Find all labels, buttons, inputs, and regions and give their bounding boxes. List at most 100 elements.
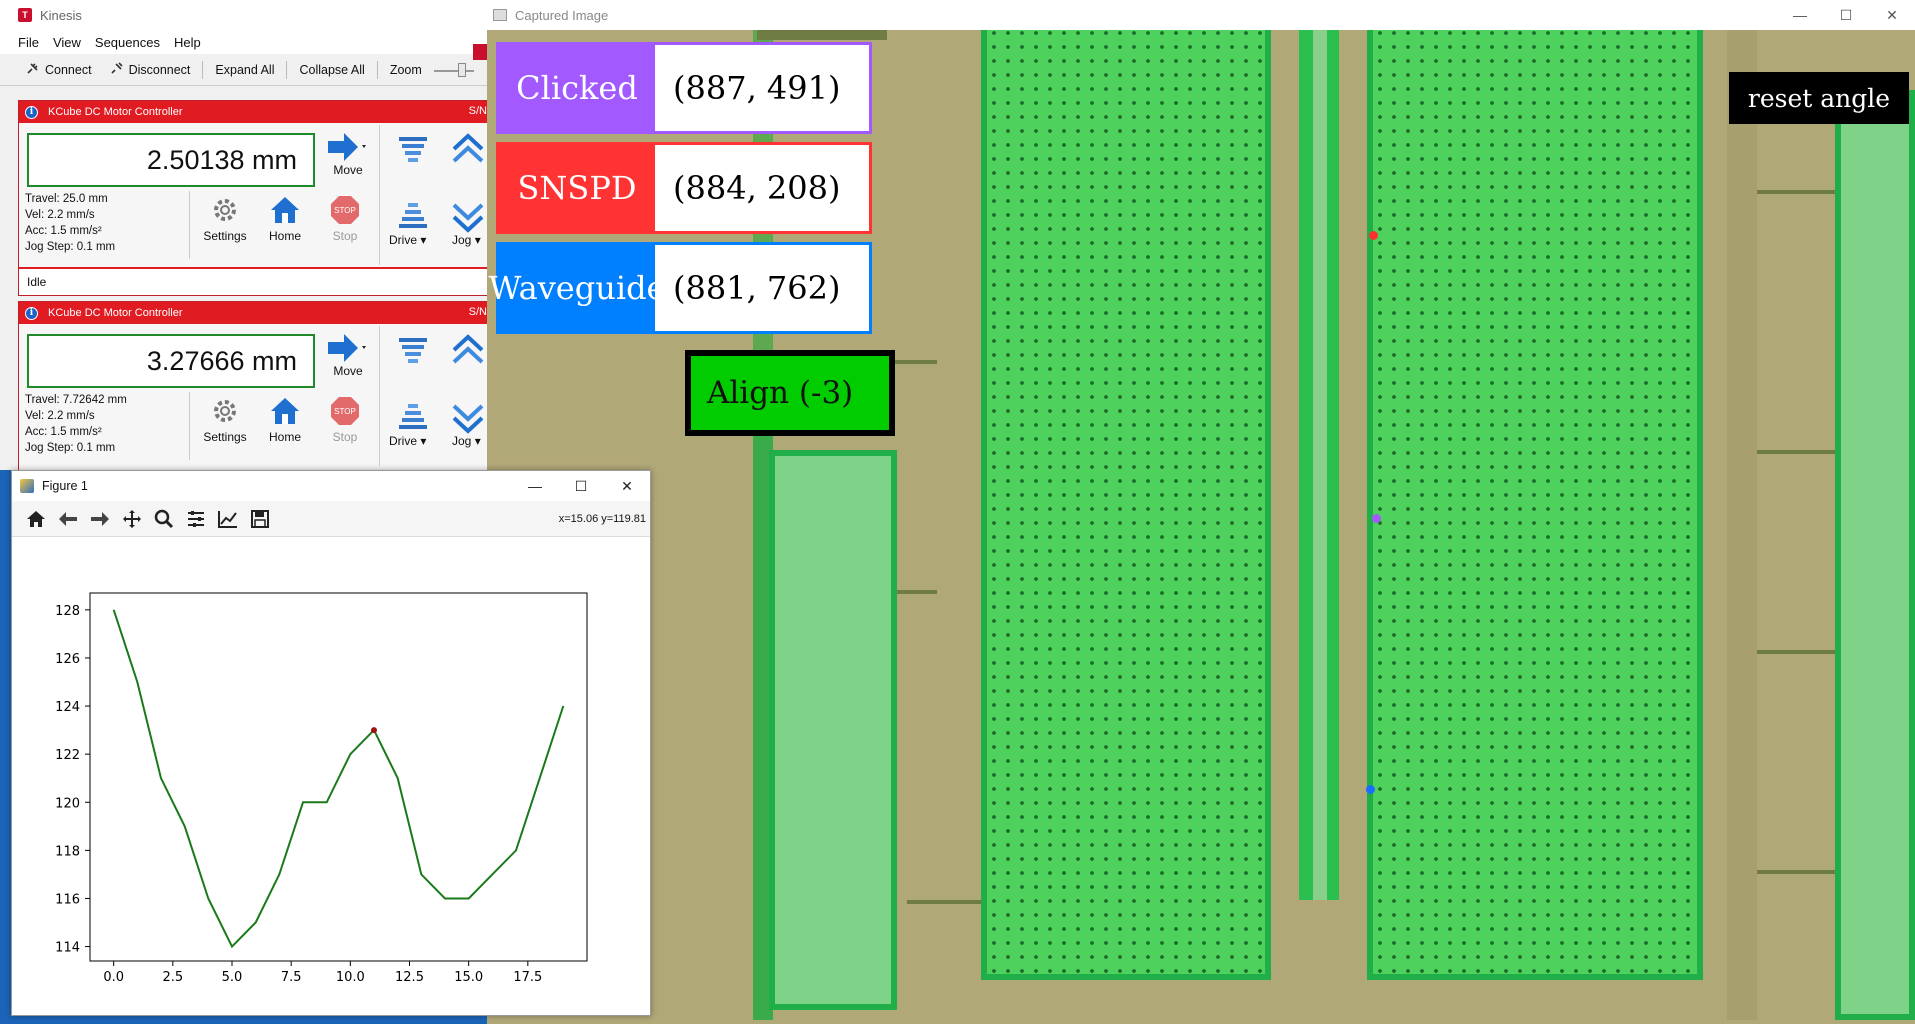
motor-controller-panel-2: i KCube DC Motor Controller S/N 3.27666 …: [18, 301, 487, 470]
move-button-1[interactable]: Move: [321, 129, 375, 187]
collapse-all-button[interactable]: Collapse All: [299, 62, 365, 77]
waveguide-marker: [1366, 785, 1375, 794]
jog-down-icon[interactable]: [451, 201, 487, 236]
maximize-icon[interactable]: ☐: [574, 477, 588, 494]
settings-button-2[interactable]: Settings: [195, 396, 255, 444]
stop-button-1[interactable]: STOP Stop: [315, 195, 375, 243]
menu-view[interactable]: View: [52, 34, 81, 50]
panel-divider: [379, 326, 380, 466]
line-plot[interactable]: 0.0 2.5 5.0 7.5 10.0 12.5 15.0 17.5 114 116 118 120…: [12, 541, 650, 1015]
connect-button[interactable]: Connect: [20, 61, 98, 78]
snspd-marker: [1369, 231, 1378, 240]
plug-icon: [26, 61, 40, 78]
kinesis-title: Kinesis: [40, 7, 82, 23]
jog-step-text-1: Jog Step: 0.1 mm: [25, 241, 116, 253]
move-arrow-icon: [328, 334, 366, 362]
pan-icon[interactable]: [120, 507, 144, 531]
disconnect-button[interactable]: Disconnect: [104, 61, 197, 78]
reset-angle-button[interactable]: reset angle: [1729, 72, 1909, 124]
home-button-2[interactable]: Home: [255, 396, 315, 444]
x-tick-label: 2.5: [162, 970, 183, 985]
x-tick-label: 15.0: [454, 970, 483, 985]
drive-up-icon[interactable]: [397, 336, 429, 369]
chip-trace: [1757, 650, 1837, 654]
stop-label-2: Stop: [332, 430, 358, 444]
drive-up-icon[interactable]: [397, 135, 429, 168]
minimize-icon[interactable]: —: [528, 478, 542, 494]
waveguide-info-box: Waveguide (881, 762): [489, 242, 872, 334]
zoom-icon[interactable]: [152, 507, 176, 531]
microscope-image[interactable]: Clicked (887, 491) SNSPD (884, 208) Wave…: [487, 30, 1915, 1024]
chip-trace: [877, 590, 937, 594]
y-tick-label: 126: [55, 652, 80, 667]
forward-icon[interactable]: [88, 507, 112, 531]
y-tick-label: 118: [55, 844, 80, 859]
menu-file[interactable]: File: [18, 34, 39, 50]
chip-trace: [1757, 450, 1837, 454]
close-icon[interactable]: ✕: [1886, 6, 1898, 23]
info-icon[interactable]: i: [25, 105, 38, 119]
jog-label-1: Jog: [452, 233, 472, 247]
menu-sequences[interactable]: Sequences: [94, 34, 160, 50]
menu-help[interactable]: Help: [173, 34, 201, 50]
acceleration-text-1: Acc: 1.5 mm/s²: [25, 225, 102, 237]
kinesis-logo-icon: T: [18, 8, 32, 22]
info-icon[interactable]: i: [25, 306, 38, 320]
minimize-icon[interactable]: —: [1793, 7, 1807, 23]
close-icon[interactable]: ✕: [621, 477, 633, 494]
controller-info-2: Travel: 7.72642 mm Vel: 2.2 mm/s Acc: 1.…: [25, 392, 127, 456]
thorlabs-logo-icon: [473, 44, 487, 60]
jog-dropdown-2[interactable]: Jog ▾: [452, 434, 481, 448]
x-tick-label: 10.0: [336, 970, 365, 985]
x-tick-label: 5.0: [222, 970, 243, 985]
jog-up-icon[interactable]: [451, 334, 487, 369]
configure-subplots-icon[interactable]: [184, 507, 208, 531]
y-tick-label: 128: [55, 604, 80, 619]
serial-number-label-1: S/N: [468, 105, 487, 117]
window-controls: — ☐ ✕: [1777, 0, 1915, 30]
chip-trace: [877, 360, 937, 364]
figure-title: Figure 1: [42, 479, 88, 493]
settings-button-1[interactable]: Settings: [195, 195, 255, 243]
back-icon[interactable]: [56, 507, 80, 531]
home-label-2: Home: [268, 430, 301, 444]
jog-down-icon[interactable]: [451, 402, 487, 437]
zoom-slider-thumb[interactable]: [457, 62, 466, 77]
panel-divider: [379, 125, 380, 265]
jog-up-icon[interactable]: [451, 133, 487, 168]
zoom-label: Zoom: [389, 62, 422, 77]
save-icon[interactable]: [248, 507, 272, 531]
move-arrow-icon: [328, 133, 366, 161]
drive-label-2: Drive: [389, 434, 418, 448]
expand-all-button[interactable]: Expand All: [215, 62, 275, 77]
align-button[interactable]: Align (-3): [685, 350, 895, 436]
x-tick-label: 7.5: [281, 970, 302, 985]
home-icon[interactable]: [24, 507, 48, 531]
snspd-info-box: SNSPD (884, 208): [496, 142, 872, 234]
gear-icon: [214, 400, 236, 422]
settings-label-2: Settings: [203, 430, 247, 444]
y-tick-label: 120: [55, 796, 80, 811]
gear-icon: [214, 199, 236, 221]
drive-down-icon[interactable]: [397, 402, 429, 435]
drive-dropdown-2[interactable]: Drive ▾: [389, 434, 427, 448]
drive-down-icon[interactable]: [397, 201, 429, 234]
move-button-2[interactable]: Move: [321, 330, 375, 388]
home-icon: [271, 197, 299, 223]
svg-text:STOP: STOP: [334, 206, 356, 215]
x-tick-label: 0.0: [103, 970, 124, 985]
snspd-array-right: [1367, 30, 1703, 980]
drive-label-1: Drive: [389, 233, 418, 247]
home-button-1[interactable]: Home: [255, 195, 315, 243]
drive-dropdown-1[interactable]: Drive ▾: [389, 233, 427, 247]
stop-sign-icon: STOP: [331, 196, 359, 224]
jog-dropdown-1[interactable]: Jog ▾: [452, 233, 481, 247]
y-tick-label: 114: [55, 941, 80, 956]
velocity-text-2: Vel: 2.2 mm/s: [25, 410, 95, 422]
panel-divider: [189, 392, 190, 460]
maximize-icon[interactable]: ☐: [1839, 6, 1853, 23]
travel-text-2: Travel: 7.72642 mm: [25, 394, 127, 406]
edit-axis-icon[interactable]: [216, 507, 240, 531]
zoom-slider[interactable]: [433, 62, 474, 77]
stop-button-2[interactable]: STOP Stop: [315, 396, 375, 444]
